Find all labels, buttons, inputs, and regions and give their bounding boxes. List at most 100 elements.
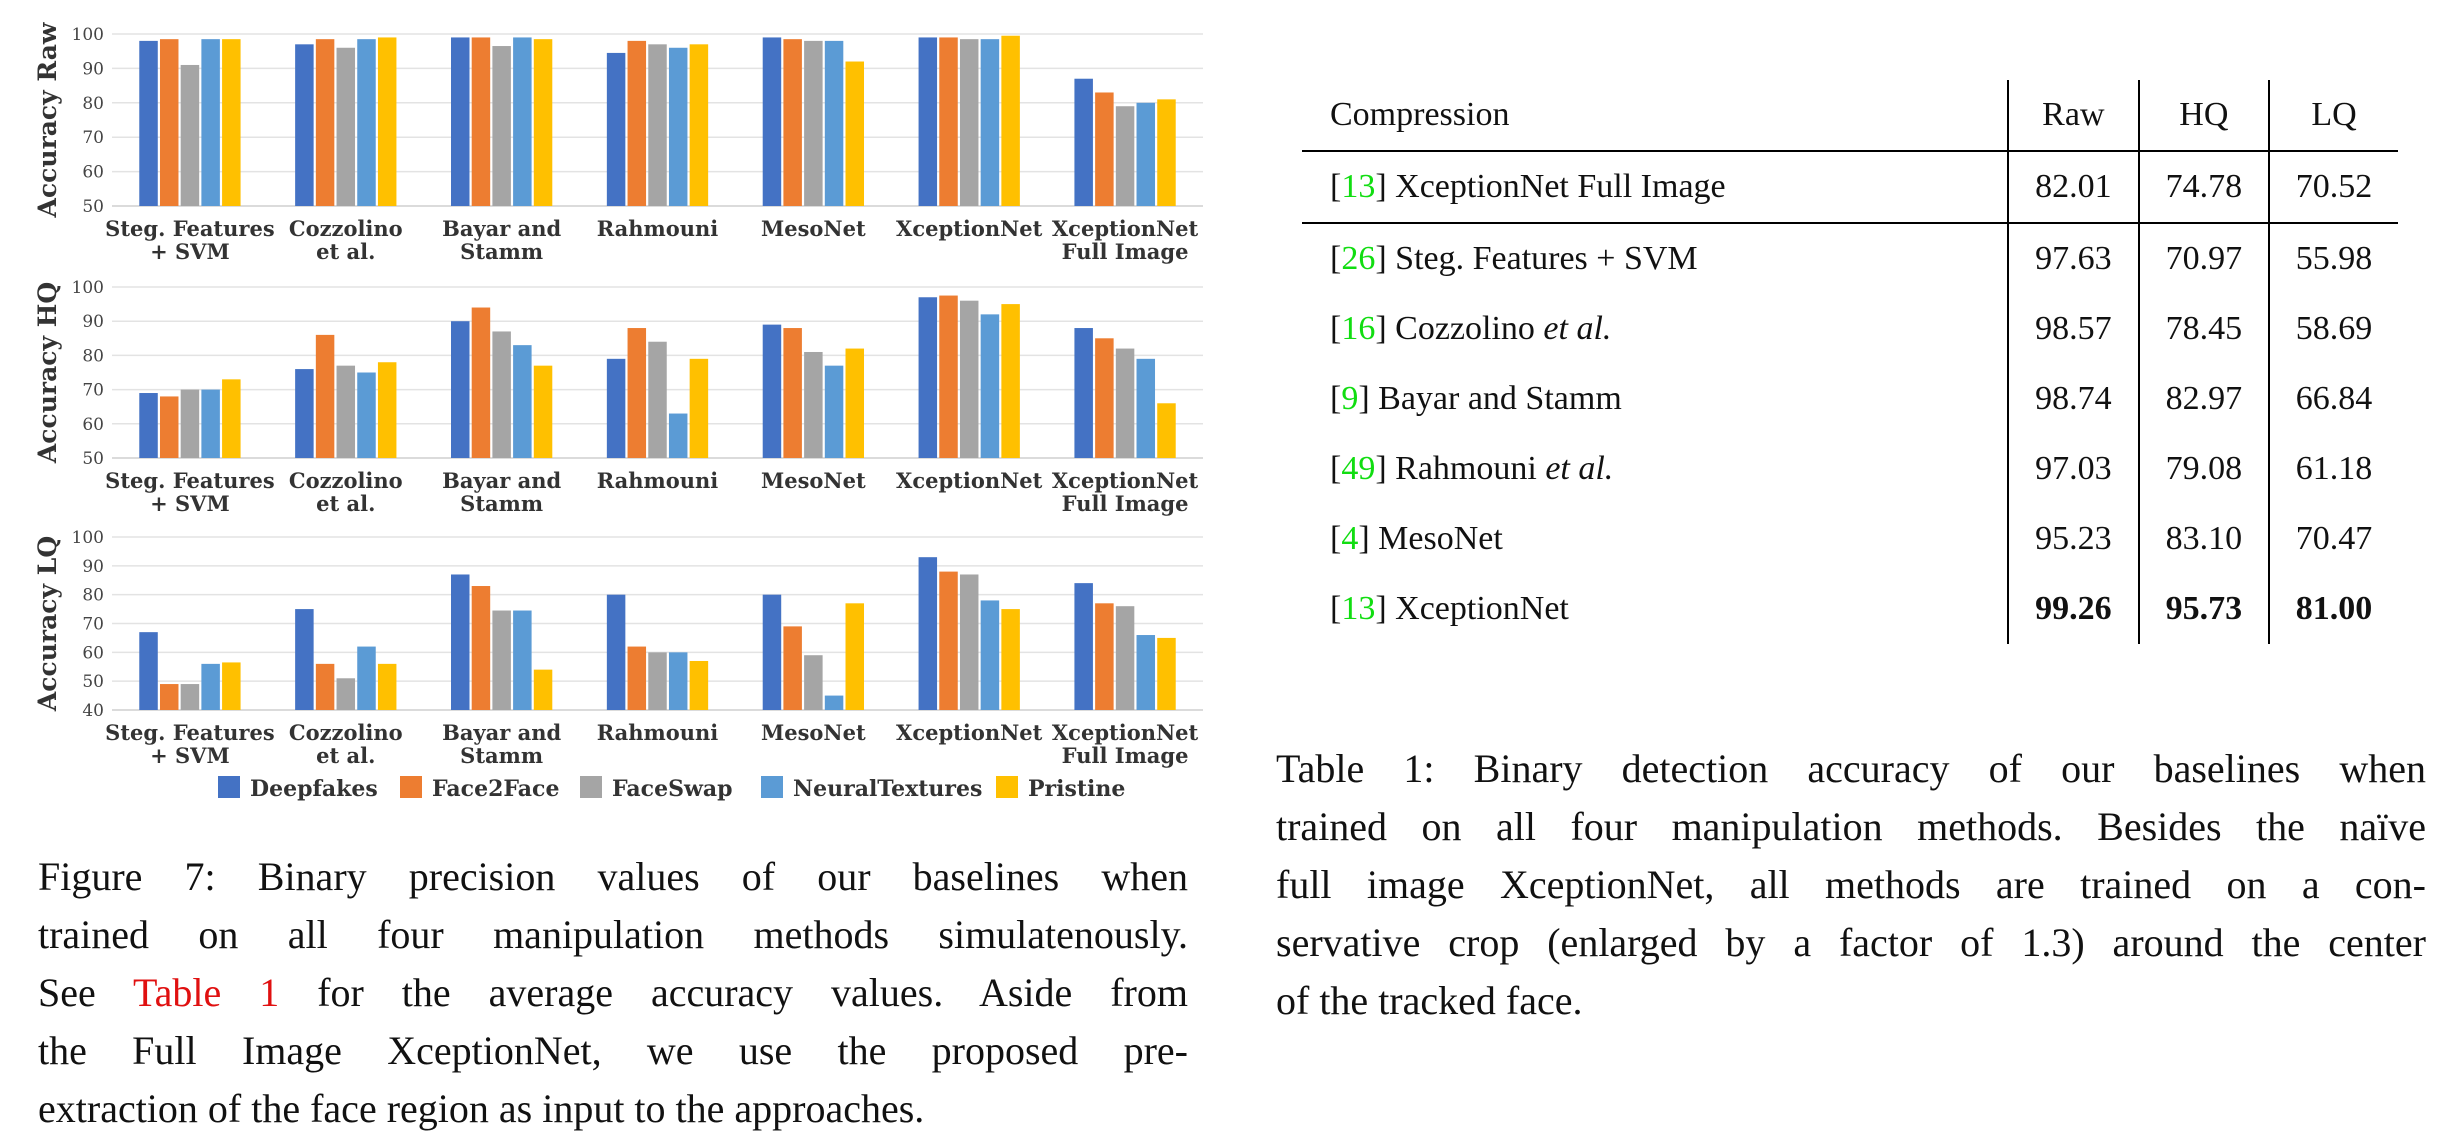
bar-deepfakes: [295, 609, 314, 710]
bar-neuraltextures: [824, 695, 844, 710]
category-label: et al.: [316, 491, 375, 516]
y-tick-label: 80: [82, 346, 104, 366]
method-name: Bayar and Stamm: [1369, 380, 1622, 417]
bar-face2face: [627, 40, 647, 206]
bar-face2face: [939, 295, 958, 458]
legend-label: Pristine: [1028, 776, 1125, 802]
bar-pristine: [222, 662, 241, 710]
table-row: [49] Rahmouni et al. 97.03 79.08 61.18: [1302, 434, 2398, 504]
bar-face2face: [783, 39, 802, 206]
accuracy-value: 58.69: [2268, 294, 2398, 364]
bar-faceswap: [959, 574, 979, 710]
bar-face2face: [471, 586, 491, 710]
method-name-cell: [13] XceptionNet Full Image: [1302, 151, 2009, 224]
category-label: XceptionNet: [896, 720, 1043, 745]
accuracy-value: 97.03: [2007, 434, 2139, 504]
column-header: Raw: [2007, 80, 2139, 152]
category-label: XceptionNet: [896, 216, 1043, 241]
bar-pristine: [689, 660, 709, 710]
chart-panel-2: 50 60 70 80 90 100 Accuracy HQ Steg. Features+ …: [33, 278, 1203, 516]
bar-deepfakes: [762, 594, 782, 710]
method-name-cell: [13] XceptionNet: [1330, 590, 1569, 627]
category-label: XceptionNet: [1052, 720, 1199, 745]
category-label: MesoNet: [761, 720, 866, 745]
bar-faceswap: [804, 40, 823, 206]
citation-link[interactable]: 49: [1341, 450, 1376, 487]
citation-link[interactable]: 26: [1341, 240, 1376, 277]
y-tick-label: 80: [82, 586, 104, 606]
category-label: Rahmouni: [597, 720, 719, 745]
bar-neuraltextures: [513, 37, 532, 206]
bar-neuraltextures: [824, 365, 844, 458]
category-label: Steg. Features: [105, 468, 274, 493]
category-label: XceptionNet: [1052, 468, 1199, 493]
y-axis-title: Accuracy HQ: [33, 282, 62, 464]
caption-text: servative crop (enlarged by a factor of …: [1276, 920, 2426, 965]
bar-faceswap: [959, 39, 979, 206]
table-row: [16] Cozzolino et al. 98.57 78.45 58.69: [1302, 294, 2398, 364]
bar-face2face: [627, 646, 647, 710]
citation-link[interactable]: 13: [1341, 168, 1376, 205]
method-name: XceptionNet: [1386, 590, 1569, 627]
table-row: [9] Bayar and Stamm 98.74 82.97 66.84: [1302, 364, 2398, 434]
y-tick-label: 90: [82, 312, 104, 332]
category-label: Steg. Features: [105, 720, 274, 745]
citation-link[interactable]: 16: [1341, 310, 1376, 347]
caption-line: Figure 7: Binary precision values of our…: [38, 848, 1188, 906]
accuracy-value: 82.97: [2137, 364, 2270, 434]
results-table: Compression Raw HQ LQ [13] XceptionNet Full …: [1302, 80, 2398, 644]
bar-pristine: [689, 44, 709, 206]
category-label: Full Image: [1062, 743, 1189, 768]
bar-pristine: [533, 669, 553, 710]
chart-panel-1: 50 60 70 80 90 100 Accuracy Raw Steg. Features+…: [33, 21, 1203, 264]
table-row: [4] MesoNet 95.23 83.10 70.47: [1302, 504, 2398, 574]
category-label: Cozzolino: [289, 720, 403, 745]
bar-faceswap: [180, 64, 200, 207]
table-link[interactable]: Table 1: [133, 970, 280, 1015]
bar-face2face: [315, 39, 335, 206]
citation-link[interactable]: 4: [1341, 520, 1359, 557]
legend-label: FaceSwap: [612, 776, 733, 802]
category-label: MesoNet: [761, 468, 866, 493]
caption-line: servative crop (enlarged by a factor of …: [1276, 914, 2426, 972]
accuracy-value: 74.78: [2137, 151, 2270, 224]
category-label: Cozzolino: [289, 468, 403, 493]
bar-pristine: [1001, 609, 1020, 710]
bar-face2face: [783, 328, 802, 458]
citation-link[interactable]: 13: [1341, 590, 1376, 627]
method-name: et al.: [1543, 310, 1612, 347]
bar-face2face: [627, 328, 647, 458]
method-name: XceptionNet Full Image: [1386, 168, 1726, 205]
accuracy-value: 70.47: [2268, 504, 2398, 574]
caption-text: trained on all four manipulation methods…: [1276, 804, 2426, 849]
bar-face2face: [1095, 92, 1114, 206]
y-tick-label: 70: [82, 381, 104, 401]
bar-faceswap: [1115, 106, 1135, 206]
y-tick-label: 60: [82, 163, 104, 183]
figure-caption: Figure 7: Binary precision values of our…: [38, 848, 1188, 1138]
legend: Deepfakes Face2Face FaceSwap NeuralTextures…: [218, 776, 1125, 802]
bar-neuraltextures: [824, 40, 844, 206]
bar-neuraltextures: [201, 39, 220, 206]
method-name-cell: [9] Bayar and Stamm: [1330, 380, 1622, 417]
bar-deepfakes: [450, 574, 470, 710]
bar-neuraltextures: [201, 663, 220, 710]
bar-face2face: [159, 39, 179, 206]
bar-deepfakes: [139, 632, 158, 710]
bar-deepfakes: [295, 369, 314, 458]
method-name: Cozzolino: [1386, 310, 1544, 347]
bar-pristine: [845, 348, 865, 458]
table-header-row: Compression Raw HQ LQ: [1302, 80, 2398, 152]
citation-link[interactable]: 9: [1341, 380, 1359, 417]
method-name-cell: [4] MesoNet: [1330, 520, 1503, 557]
y-axis-title: Accuracy Raw: [33, 21, 62, 218]
y-tick-label: 40: [82, 701, 104, 721]
caption-text: the Full Image XceptionNet, we use the p…: [38, 1028, 1188, 1073]
y-tick-label: 100: [72, 528, 104, 548]
y-tick-label: 90: [82, 59, 104, 79]
legend-swatch-faceswap: [580, 776, 602, 798]
method-name-cell: [16] Cozzolino et al.: [1330, 310, 1612, 347]
bar-faceswap: [648, 341, 667, 458]
column-header: LQ: [2268, 80, 2398, 152]
accuracy-value: 98.74: [2007, 364, 2139, 434]
